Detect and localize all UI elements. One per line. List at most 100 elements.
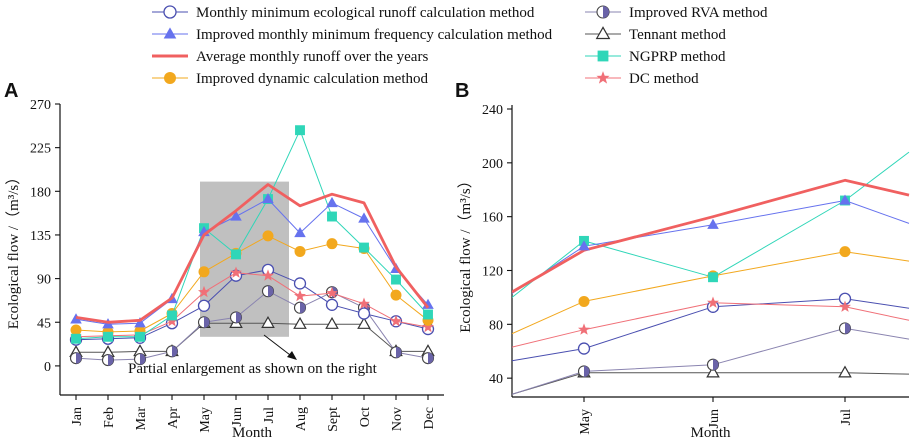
point-dc-Jul [839, 300, 851, 312]
point-dc-Jun [230, 266, 242, 278]
legend-marker-mmer [163, 5, 177, 19]
point-immf-Mar [134, 317, 146, 328]
point-dc-Apr [166, 315, 178, 327]
legend-item-rva: Improved RVA method [585, 5, 768, 21]
point-dc-May [578, 323, 590, 335]
series-line-ngprp [75, 129, 429, 340]
y-tick-label: 240 [482, 103, 503, 118]
point-idyn-Sept [326, 238, 338, 250]
point-mmer-May [577, 342, 591, 355]
series-line-avg [75, 183, 430, 324]
point-immf-Jul [839, 194, 851, 205]
point-ngprp-Mar [135, 331, 145, 342]
legend-marker-ngprp [597, 50, 609, 62]
point-mmer-Aug [293, 277, 307, 290]
y-tick-label: 0 [44, 360, 51, 375]
point-idyn-Jul [262, 230, 274, 242]
point-tennant-Aug [293, 316, 307, 329]
panel-b: B 40 80 120 160 200 240 May Jun Jul Month Ecologica… [455, 80, 910, 441]
point-dc-Nov [390, 315, 402, 327]
point-rva-Feb [101, 354, 115, 367]
y-tick-label: 135 [30, 229, 51, 244]
legend-label-dc: DC method [629, 71, 699, 87]
annotation-text: Partial enlargement as shown on the righ… [128, 361, 378, 377]
x-tick-label: Nov [390, 407, 405, 431]
point-tennant-Jun [706, 365, 720, 378]
point-ngprp-Jan [71, 333, 81, 344]
y-tick-label: 270 [30, 98, 51, 113]
marker-half-fill [584, 365, 590, 377]
point-rva-May [577, 365, 591, 378]
legend-label-tennant: Tennant method [629, 27, 726, 43]
x-tick-label: Aug [294, 407, 309, 431]
point-immf-May [578, 240, 590, 251]
legend-marker-dc [596, 71, 610, 84]
legend-label-avg: Average monthly runoff over the years [196, 49, 428, 65]
point-dc-Jun [707, 296, 719, 308]
point-immf-Jun [230, 210, 242, 221]
point-idyn-Jan [70, 324, 82, 336]
marker-half-fill [845, 322, 851, 334]
point-ngprp-Jun [231, 249, 241, 260]
legend-label-mmer: Monthly minimum ecological runoff calcul… [196, 5, 535, 21]
legend-marker-tennant [595, 26, 611, 40]
y-axis-label: Ecological flow /（m³/s） [457, 173, 474, 332]
series-line-avg [512, 178, 910, 294]
point-rva-May [197, 316, 211, 329]
marker-half-fill [396, 346, 402, 358]
legend-item-dc: DC method [585, 71, 699, 87]
point-idyn-Jul [839, 246, 851, 258]
point-rva-Dec [421, 352, 435, 365]
x-tick-label: Jan [70, 407, 85, 426]
marker-half-fill [236, 311, 242, 323]
marker-half-fill [76, 352, 82, 364]
marker-half-fill [603, 6, 609, 18]
point-mmer-May [197, 299, 211, 312]
series-line-dc [75, 272, 429, 338]
legend-item-immf: Improved monthly minimum frequency calcu… [152, 27, 553, 43]
legend-item-ngprp: NGPRP method [585, 49, 726, 65]
point-rva-Jun [229, 311, 243, 324]
point-idyn-Nov [390, 289, 402, 301]
x-axis-label: Month [232, 425, 273, 441]
point-tennant-Jul [261, 315, 275, 328]
x-tick-label: Feb [102, 407, 117, 428]
marker-half-fill [268, 285, 274, 297]
point-ngprp-Oct [359, 242, 369, 253]
point-rva-Apr [165, 345, 179, 358]
marker-half-fill [713, 359, 719, 371]
legend-marker-immf [163, 27, 177, 39]
legend-marker-rva [596, 5, 610, 19]
point-tennant-Sept [325, 316, 339, 329]
point-ngprp-Sept [327, 211, 337, 222]
annotation-arrow-line [263, 334, 295, 359]
x-tick-label: Dec [422, 407, 437, 430]
point-rva-Aug [293, 301, 307, 314]
point-immf-Jun [707, 218, 719, 229]
x-tick-label: Apr [166, 407, 181, 429]
x-tick-label: Jun [707, 409, 722, 428]
point-immf-Dec [422, 298, 434, 309]
point-tennant-Jul [838, 365, 852, 378]
y-axis-label: Ecological flow /（m³/s） [5, 170, 22, 329]
point-rva-Nov [389, 346, 403, 359]
point-dc-May [198, 285, 210, 298]
legend: Monthly minimum ecological runoff calcul… [152, 5, 768, 87]
marker-half-fill [172, 345, 178, 357]
point-immf-Aug [294, 226, 306, 238]
marker-half-fill [300, 302, 306, 314]
marker-half-fill [108, 354, 114, 366]
legend-item-mmer: Monthly minimum ecological runoff calcul… [152, 5, 535, 21]
point-ngprp-Feb [103, 331, 113, 342]
point-rva-Jan [69, 352, 83, 365]
point-dc-Aug [294, 289, 306, 302]
x-tick-label: Jun [230, 407, 245, 426]
marker-half-fill [428, 352, 434, 364]
legend-label-ngprp: NGPRP method [629, 49, 726, 65]
point-rva-Jul [261, 285, 275, 298]
legend-item-idyn: Improved dynamic calculation method [152, 71, 429, 87]
point-ngprp-Nov [391, 274, 401, 285]
point-dc-Dec [422, 320, 434, 333]
legend-item-tennant: Tennant method [585, 26, 726, 43]
